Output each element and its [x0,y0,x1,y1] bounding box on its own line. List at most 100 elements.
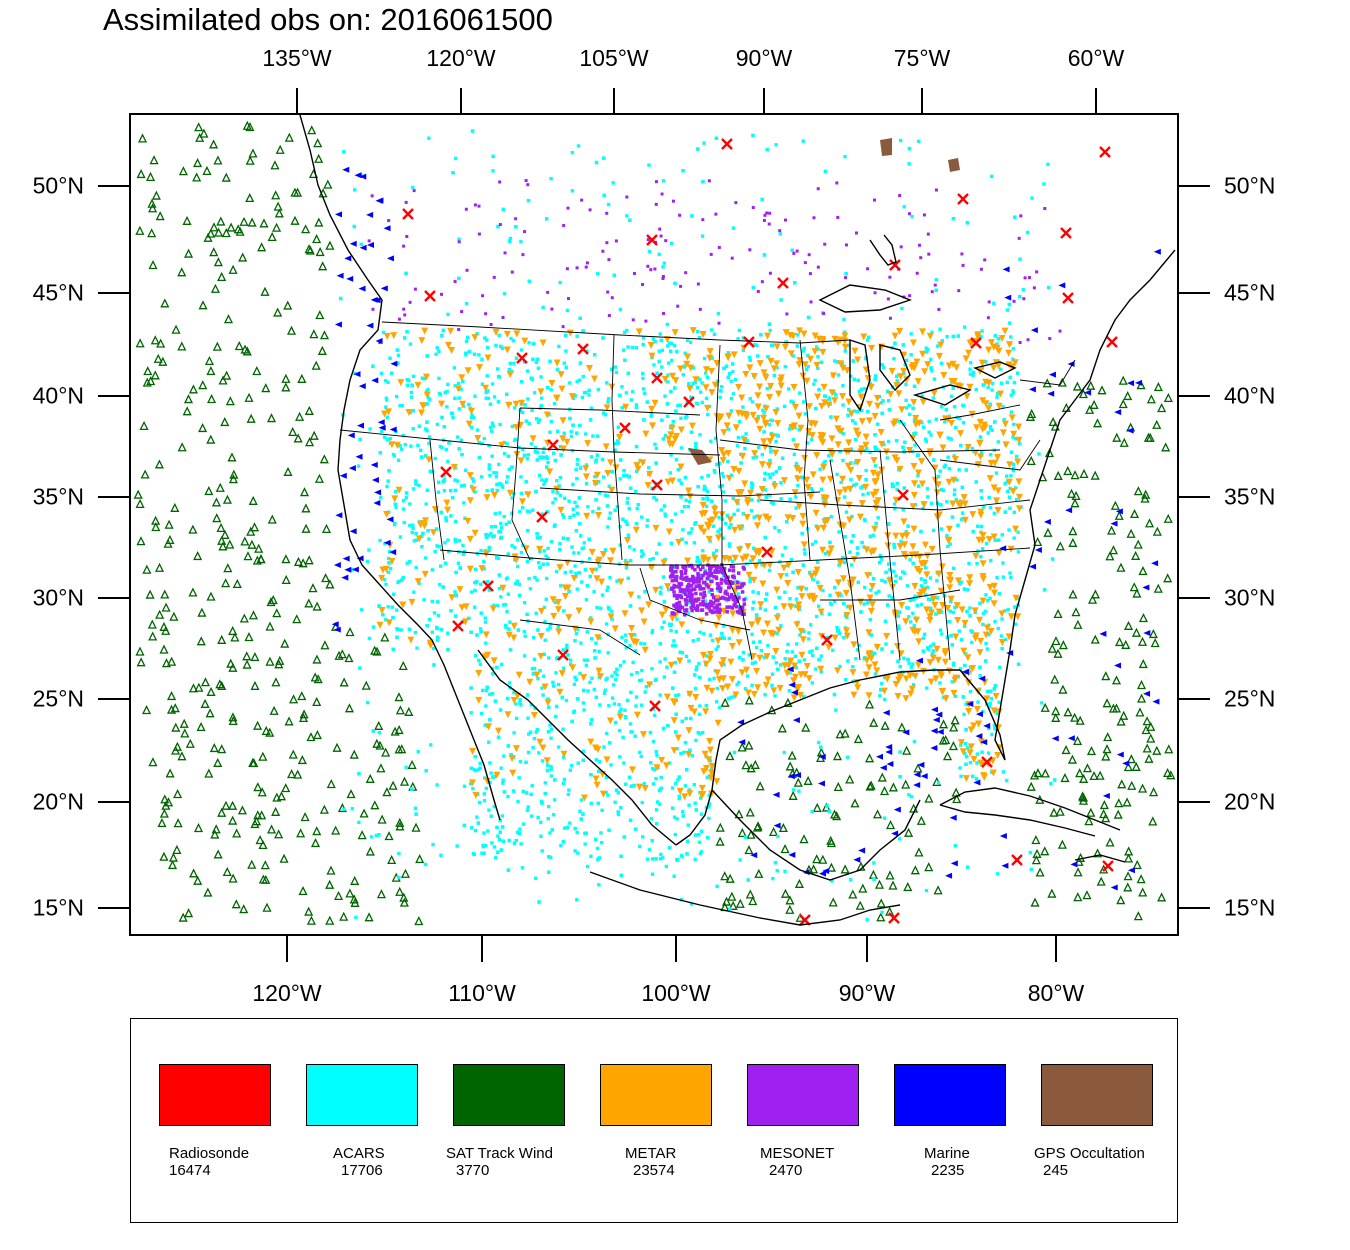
obs-marker [570,719,574,724]
obs-marker [832,751,843,761]
obs-marker [136,168,146,179]
obs-marker [531,672,535,676]
obs-marker [751,450,759,458]
obs-marker [868,344,876,352]
obs-marker [954,617,962,625]
obs-marker [1073,892,1083,902]
obs-marker [457,396,461,400]
obs-marker [148,757,158,767]
obs-marker [790,248,794,253]
obs-marker [929,366,933,370]
obs-marker [679,416,683,420]
obs-marker [868,617,872,622]
obs-marker [515,830,520,835]
obs-marker [601,411,606,415]
obs-marker [381,747,391,757]
obs-marker [499,766,503,770]
obs-marker [819,654,824,658]
obs-marker [651,337,656,341]
obs-marker [399,578,404,582]
obs-marker [1017,441,1022,446]
obs-marker [408,598,416,606]
obs-marker [691,381,695,385]
obs-marker [692,783,696,787]
obs-marker [811,577,815,582]
obs-marker [970,755,978,763]
obs-marker [579,534,583,538]
obs-marker [603,493,608,497]
obs-marker [682,750,686,755]
obs-marker [626,345,630,349]
obs-marker [558,445,563,449]
obs-marker [1152,526,1162,536]
obs-marker [939,444,947,452]
obs-marker [450,496,455,500]
obs-marker [885,603,890,607]
obs-marker [408,502,412,506]
obs-marker [508,620,512,624]
obs-marker [1040,768,1050,778]
obs-marker [415,646,419,650]
obs-marker [945,534,949,538]
obs-marker [444,518,449,523]
obs-marker [745,439,750,443]
obs-marker [832,599,837,604]
obs-marker [790,677,798,685]
obs-marker [1051,712,1061,722]
obs-marker [919,420,924,425]
obs-marker [156,338,166,348]
obs-marker [842,635,846,640]
obs-marker [689,327,697,335]
obs-marker [352,224,356,229]
obs-marker [251,816,262,826]
obs-marker [387,549,392,554]
obs-marker [945,362,953,370]
obs-marker [516,628,521,632]
obs-marker [593,781,601,789]
obs-marker [1040,702,1050,712]
obs-marker [540,512,544,516]
obs-marker [923,552,931,560]
obs-marker [1114,510,1124,520]
obs-marker [703,486,708,491]
obs-marker [921,649,926,653]
obs-marker [828,897,838,907]
obs-marker [802,658,807,662]
obs-marker [228,712,238,722]
obs-marker [793,685,801,693]
obs-marker [827,454,831,458]
obs-marker [806,353,810,358]
obs-marker [641,387,646,391]
obs-marker [698,630,702,634]
obs-marker [515,538,520,542]
obs-marker [577,496,582,500]
obs-marker [511,339,515,343]
obs-marker [1030,897,1040,907]
obs-marker [828,389,836,397]
obs-marker [807,637,811,641]
obs-marker [562,777,567,782]
obs-marker [195,132,205,142]
obs-marker [558,280,562,285]
obs-marker [1086,807,1096,817]
obs-marker [932,458,936,462]
obs-marker [575,587,579,591]
obs-marker [437,376,441,381]
obs-marker [645,400,649,404]
obs-marker [765,592,769,596]
obs-marker [868,869,878,879]
obs-marker [510,511,514,515]
obs-marker [777,377,785,385]
obs-marker [482,799,487,803]
obs-marker [735,444,740,448]
obs-marker [956,334,961,338]
obs-marker [514,225,518,229]
obs-marker [281,382,291,392]
obs-marker [944,604,952,612]
obs-marker [457,276,461,281]
obs-marker [1085,404,1095,414]
obs-marker [584,440,592,448]
obs-marker [499,526,504,530]
obs-marker [545,465,549,469]
obs-marker [947,595,955,603]
